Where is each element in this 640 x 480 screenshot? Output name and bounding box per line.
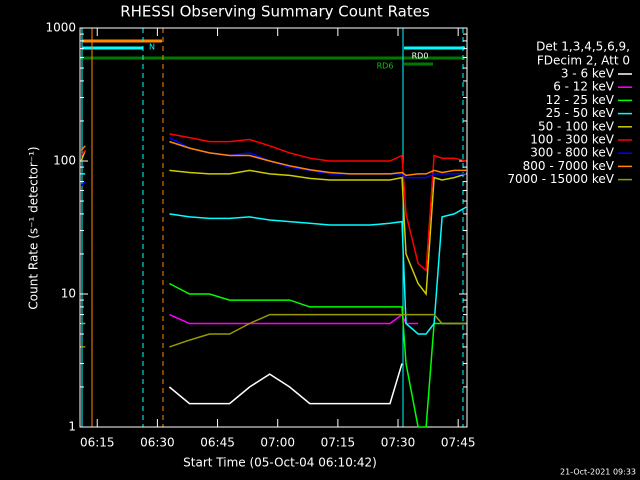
y-tick-label: 1: [68, 420, 76, 434]
legend-header: Det 1,3,4,5,6,9,: [536, 40, 630, 54]
annotation: RD6: [377, 62, 394, 71]
y-tick-label: 10: [61, 287, 76, 301]
annotation: N: [149, 43, 155, 52]
x-tick-label: 06:15: [80, 436, 115, 450]
y-tick-label: 1000: [45, 21, 76, 35]
series-line: [168, 363, 403, 405]
legend-label: 6 - 12 keV: [553, 80, 615, 94]
series-line: [81, 313, 467, 325]
series-line: [80, 133, 467, 273]
x-tick-label: 07:45: [441, 436, 476, 450]
timestamp: 21-Oct-2021 09:33: [560, 468, 636, 477]
y-tick-label: 100: [53, 154, 76, 168]
x-tick-label: 07:15: [321, 436, 356, 450]
y-axis-label: Count Rate (s⁻¹ detector⁻¹): [27, 146, 41, 309]
legend-label: 50 - 100 keV: [538, 119, 615, 133]
chart-title: RHESSI Observing Summary Count Rates: [120, 3, 430, 21]
legend-label: 12 - 25 keV: [546, 93, 615, 107]
legend-label: 100 - 300 keV: [530, 133, 614, 147]
legend-label: 7000 - 15000 keV: [507, 172, 614, 186]
legend-label: 800 - 7000 keV: [523, 159, 615, 173]
x-tick-label: 06:45: [200, 436, 235, 450]
plot-frame: [79, 27, 468, 428]
x-tick-label: 07:30: [381, 436, 416, 450]
legend-label: 3 - 6 keV: [561, 67, 615, 81]
time-markers: [81, 28, 464, 427]
x-tick-label: 06:30: [140, 436, 175, 450]
legend-label: 300 - 800 keV: [530, 146, 614, 160]
flag-lines: [80, 39, 465, 66]
series-line: [80, 140, 467, 177]
legend-label: 25 - 50 keV: [546, 106, 615, 120]
series-line: [81, 313, 467, 348]
x-axis-label: Start Time (05-Oct-04 06:10:42): [183, 456, 377, 470]
annotation: RD0: [412, 52, 429, 61]
series-line: [81, 282, 467, 428]
legend-header: FDecim 2, Att 0: [537, 54, 630, 68]
x-tick-label: 07:00: [260, 436, 295, 450]
series-line: [81, 173, 467, 335]
